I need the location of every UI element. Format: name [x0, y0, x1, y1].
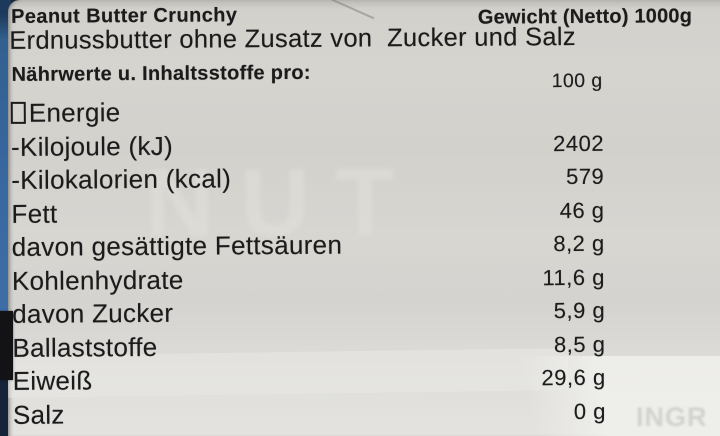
- nutrition-row: -Kilojoule (kJ) 2402: [11, 126, 604, 164]
- nutrition-label-text: Energie: [28, 97, 121, 128]
- nutrition-label: davon gesättigte Fettsäuren: [12, 229, 343, 265]
- nutrition-value: 0 g: [573, 398, 606, 424]
- nutrition-label: Ballaststoffe: [12, 330, 157, 365]
- nutrition-row: Salz 0 g: [13, 394, 606, 432]
- nutrition-label-text: Eiweiß: [12, 365, 93, 396]
- per-label: Nährwerte u. Inhaltsstoffe pro:: [11, 61, 311, 86]
- nutrition-row: Ballaststoffe 8,5 g: [12, 327, 605, 365]
- per-amount: 100 g: [551, 69, 603, 93]
- nutrition-label-text: Kohlenhydrate: [11, 264, 184, 296]
- nutrition-row: Eiweiß 29,6 g: [13, 361, 606, 399]
- nutrition-label: -Kilokalorien (kcal): [11, 162, 231, 197]
- nutrition-label-text: Fett: [11, 198, 58, 229]
- nutrition-row: Kohlenhydrate 11,6 g: [12, 260, 605, 298]
- nutrition-row: Fett 46 g: [11, 193, 604, 231]
- nutrition-row: davon gesättigte Fettsäuren 8,2 g: [12, 227, 605, 265]
- nutrition-value: 29,6 g: [541, 364, 606, 391]
- ghost-ingredients-text: INGR: [636, 402, 708, 432]
- nutrition-table: Energie -Kilojoule (kJ) 2402 -Kilokalori…: [10, 93, 606, 432]
- nutrition-label: Eiweiß: [13, 364, 93, 398]
- nutrition-label-text: davon Zucker: [12, 297, 174, 329]
- nutrition-label: davon Zucker: [12, 297, 173, 332]
- nutrition-label: Energie: [10, 96, 121, 130]
- nutrition-value: 2402: [552, 130, 605, 156]
- nutrition-label-text: davon gesättigte Fettsäuren: [11, 229, 343, 262]
- nutrition-value: 46 g: [559, 197, 605, 223]
- nutrition-label: Salz: [13, 398, 65, 432]
- nutrition-value: 8,2 g: [553, 230, 605, 257]
- nutrition-label-text: -Kilojoule (kJ): [10, 130, 174, 162]
- paper-bright-corner: [400, 356, 720, 436]
- subtitle: Erdnussbutter ohne Zusatz von Zucker und…: [9, 22, 576, 55]
- nutrition-label-text: Ballaststoffe: [12, 331, 158, 363]
- nutrition-label: Kohlenhydrate: [12, 263, 184, 298]
- nutrition-row: -Kilokalorien (kcal) 579: [11, 160, 604, 198]
- nutrition-label-text: -Kilokalorien (kcal): [11, 163, 232, 195]
- missing-char-box-icon: [10, 101, 26, 124]
- package-black-stripe: [0, 311, 13, 380]
- package-blue-stripe: [0, 0, 11, 320]
- nutrition-value: 8,5 g: [553, 331, 606, 357]
- nutrition-row: Energie: [10, 93, 604, 131]
- nutrition-row: davon Zucker 5,9 g: [12, 294, 605, 332]
- nutrition-label-text: Salz: [12, 399, 65, 430]
- nutrition-value: 11,6 g: [542, 264, 606, 290]
- nutrition-label: -Kilojoule (kJ): [11, 129, 173, 164]
- nutrition-value: 5,9 g: [553, 297, 606, 324]
- nutrition-value: 579: [565, 163, 605, 190]
- nutrition-label: Fett: [11, 197, 57, 231]
